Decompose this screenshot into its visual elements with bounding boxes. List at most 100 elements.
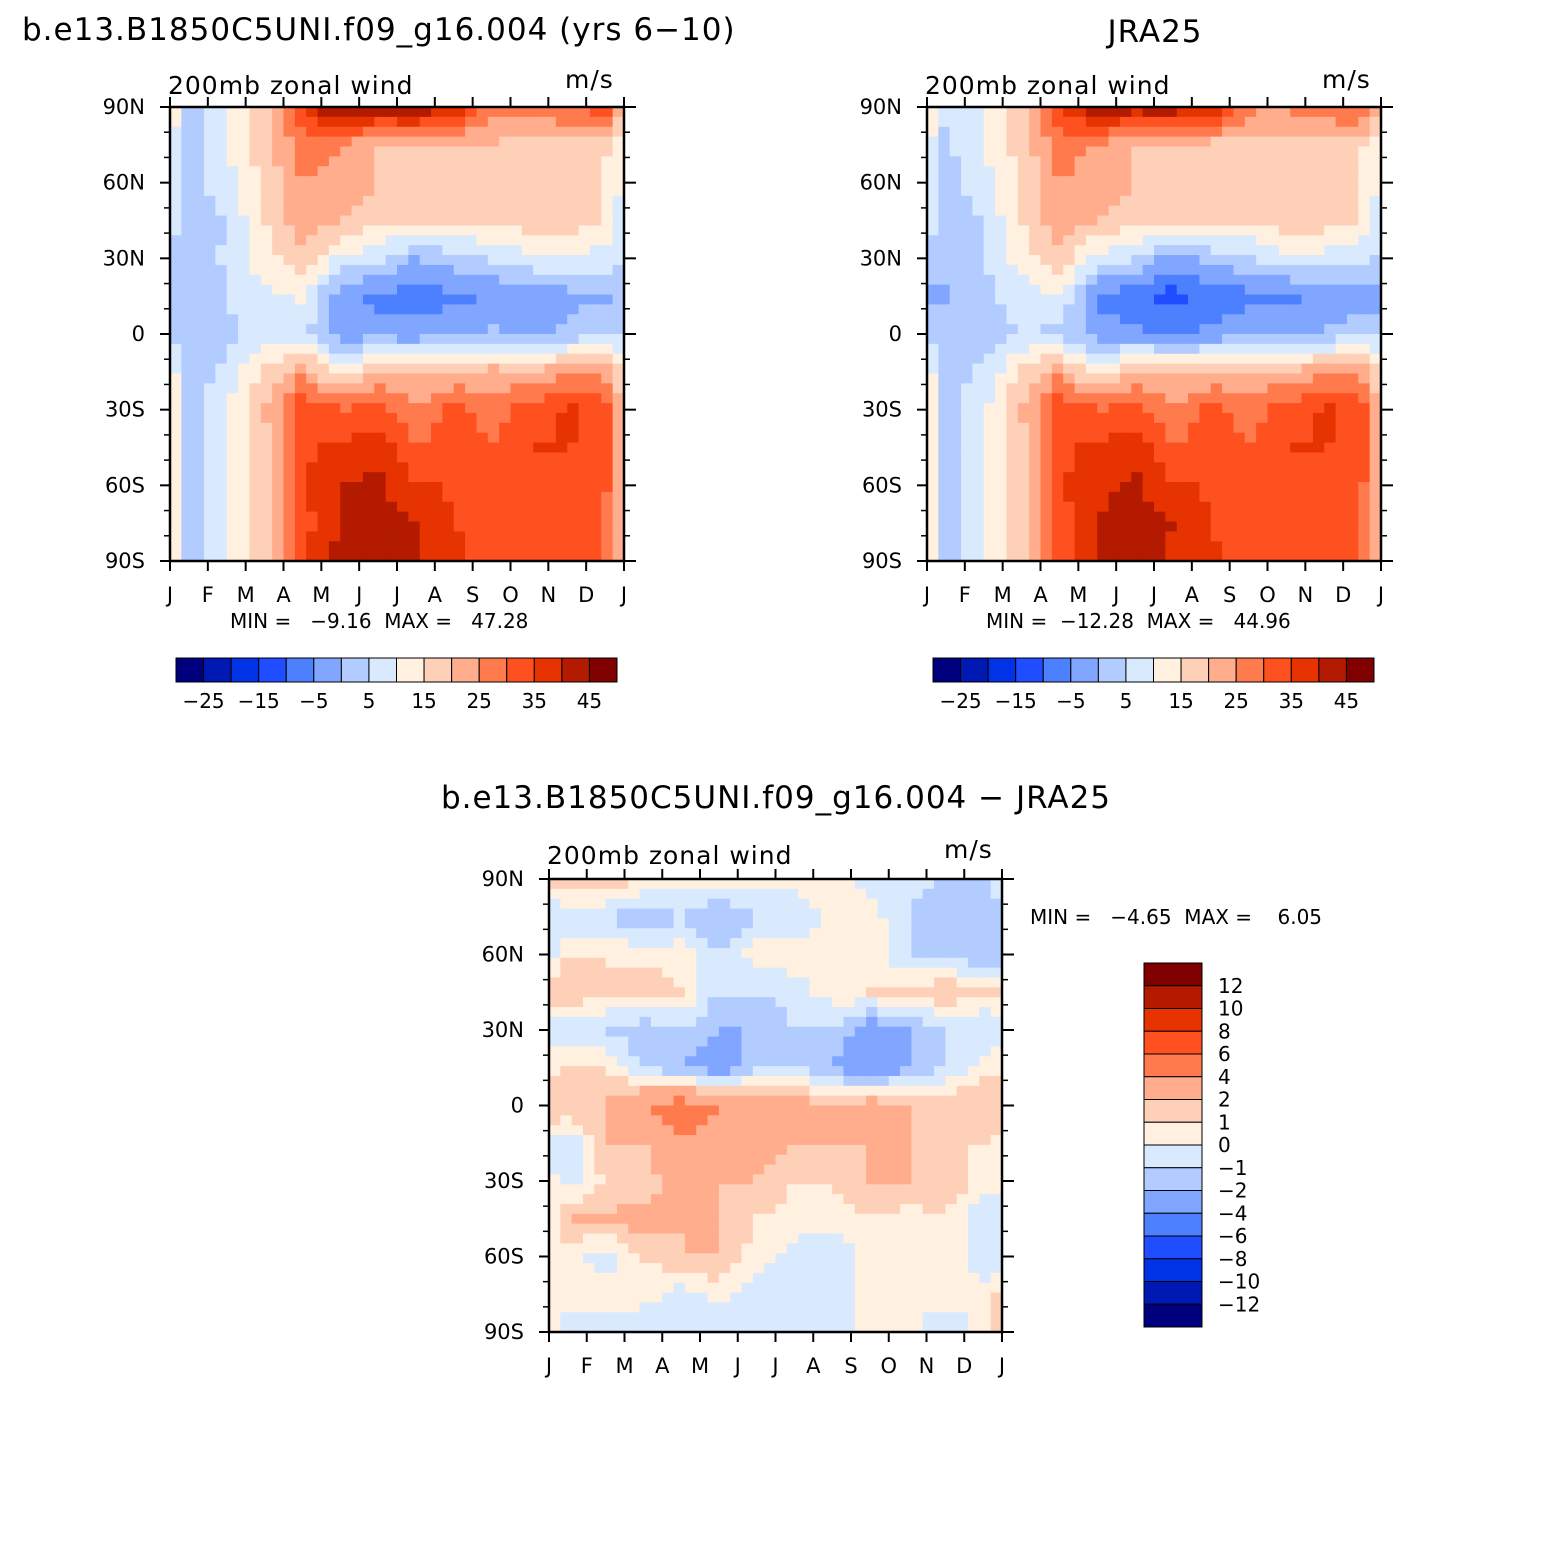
heatmap-cell: [1074, 501, 1087, 513]
heatmap-cell: [1210, 205, 1223, 217]
heatmap-cell: [1074, 284, 1087, 296]
heatmap-cell: [1097, 116, 1110, 128]
heatmap-cell: [1256, 412, 1269, 424]
heatmap-cell: [612, 205, 625, 217]
heatmap-cell: [1358, 551, 1371, 562]
heatmap-cell: [718, 1272, 731, 1284]
heatmap-cell: [741, 1184, 754, 1195]
heatmap-cell: [272, 343, 285, 355]
heatmap-cell: [650, 1174, 663, 1185]
heatmap-cell: [351, 255, 364, 266]
heatmap-cell: [673, 967, 686, 979]
heatmap-cell: [1222, 393, 1235, 404]
heatmap-cell: [578, 284, 591, 296]
heatmap-cell: [1199, 294, 1212, 305]
heatmap-cell: [419, 452, 432, 463]
heatmap-cell: [1188, 363, 1200, 375]
heatmap-cell: [238, 422, 251, 434]
heatmap-cell: [560, 1144, 573, 1156]
heatmap-cell: [192, 195, 205, 207]
heatmap-cell: [294, 363, 307, 375]
heatmap-cell: [995, 422, 1008, 434]
heatmap-cell: [549, 1312, 561, 1323]
heatmap-cell: [192, 107, 205, 118]
heatmap-cell: [582, 987, 595, 998]
heatmap-cell: [431, 225, 443, 236]
heatmap-cell: [1131, 264, 1144, 276]
heatmap-cell: [465, 126, 478, 138]
heatmap-cell: [238, 334, 251, 345]
heatmap-cell: [612, 274, 625, 286]
min-max-stats: MIN = −9.16 MAX = 47.28: [230, 609, 528, 633]
heatmap-cell: [431, 432, 443, 444]
heatmap-cell: [397, 491, 409, 503]
heatmap-cell: [249, 491, 262, 503]
heatmap-cell: [549, 1075, 561, 1087]
heatmap-cell: [272, 412, 285, 424]
heatmap-cell: [1210, 383, 1223, 394]
heatmap-cell: [1312, 442, 1325, 454]
heatmap-cell: [1244, 412, 1257, 424]
heatmap-cell: [1176, 176, 1189, 187]
heatmap-cell: [340, 205, 353, 217]
heatmap-cell: [374, 126, 387, 138]
heatmap-cell: [510, 274, 523, 286]
heatmap-cell: [1154, 373, 1166, 384]
heatmap-cell: [1312, 274, 1325, 286]
heatmap-cell: [1051, 363, 1064, 375]
heatmap-cell: [605, 977, 618, 988]
heatmap-cell: [927, 304, 939, 315]
heatmap-cell: [328, 205, 341, 217]
heatmap-cell: [397, 116, 409, 128]
heatmap-cell: [1188, 185, 1200, 197]
heatmap-cell: [1312, 176, 1325, 187]
heatmap-cell: [594, 1213, 607, 1225]
heatmap-cell: [499, 541, 512, 552]
heatmap-cell: [328, 126, 341, 138]
heatmap-cell: [567, 373, 580, 384]
heatmap-cell: [741, 918, 754, 929]
heatmap-cell: [1335, 235, 1348, 246]
heatmap-cell: [181, 166, 194, 177]
heatmap-cell: [1188, 422, 1200, 434]
heatmap-cell: [1210, 284, 1223, 296]
heatmap-cell: [204, 442, 216, 454]
heatmap-cell: [1301, 422, 1314, 434]
heatmap-cell: [571, 1292, 584, 1304]
heatmap-cell: [283, 235, 296, 246]
heatmap-cell: [204, 521, 216, 532]
heatmap-cell: [521, 403, 534, 414]
heatmap-cell: [1278, 284, 1291, 296]
heatmap-cell: [1256, 195, 1269, 207]
heatmap-cell: [1029, 156, 1042, 167]
heatmap-cell: [673, 1233, 686, 1244]
heatmap-cell: [1256, 353, 1269, 365]
heatmap-cell: [571, 1194, 584, 1205]
heatmap-cell: [499, 531, 512, 542]
heatmap-cell: [226, 146, 239, 157]
heatmap-cell: [1369, 304, 1382, 315]
heatmap-cell: [442, 245, 455, 256]
x-tick-label: N: [540, 583, 556, 607]
heatmap-cell: [419, 116, 432, 128]
x-tick-label: J: [392, 583, 400, 607]
heatmap-cell: [1097, 462, 1110, 473]
heatmap-cell: [1131, 116, 1144, 128]
heatmap-cell: [317, 166, 330, 177]
heatmap-cell: [730, 1253, 743, 1264]
heatmap-cell: [1199, 442, 1212, 454]
heatmap-cell: [809, 1075, 822, 1087]
heatmap-cell: [317, 491, 330, 503]
heatmap-cell: [616, 1282, 629, 1294]
heatmap-cell: [362, 284, 375, 296]
heatmap-cell: [983, 432, 996, 444]
heatmap-cell: [1051, 353, 1064, 365]
heatmap-cell: [1063, 353, 1076, 365]
heatmap-cell: [707, 1056, 720, 1067]
heatmap-cell: [809, 918, 822, 929]
heatmap-cell: [972, 146, 985, 157]
heatmap-cell: [431, 403, 443, 414]
heatmap-cell: [249, 511, 262, 523]
heatmap-cell: [510, 403, 523, 414]
heatmap-cell: [1119, 334, 1132, 345]
